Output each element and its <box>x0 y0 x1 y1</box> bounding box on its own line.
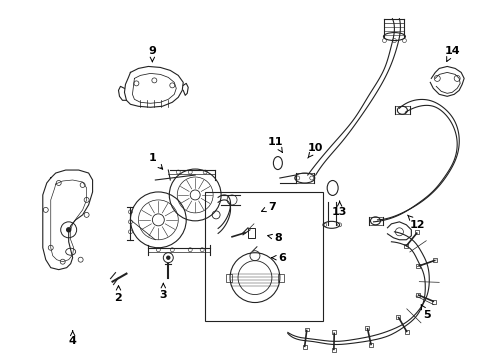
Bar <box>305 328 309 332</box>
Text: 5: 5 <box>421 305 431 320</box>
Bar <box>405 330 409 334</box>
Bar <box>396 315 400 319</box>
Bar <box>404 244 408 248</box>
Bar <box>416 230 419 234</box>
Bar <box>433 258 437 262</box>
Bar <box>416 293 420 297</box>
Bar <box>226 274 232 282</box>
Text: 9: 9 <box>148 45 156 62</box>
Bar <box>369 343 373 347</box>
Text: 7: 7 <box>262 202 276 212</box>
Circle shape <box>167 256 170 259</box>
Bar <box>205 192 323 321</box>
Circle shape <box>67 228 71 232</box>
Text: 8: 8 <box>268 233 282 243</box>
Text: 12: 12 <box>408 215 425 230</box>
Bar <box>416 264 420 268</box>
Text: 11: 11 <box>268 137 284 152</box>
Bar <box>432 300 436 304</box>
Bar <box>332 330 336 334</box>
Bar <box>278 274 284 282</box>
Bar <box>366 326 369 330</box>
Text: 14: 14 <box>444 45 460 62</box>
Bar <box>302 345 307 349</box>
Bar <box>332 348 336 352</box>
Text: 10: 10 <box>308 143 323 158</box>
Text: 1: 1 <box>148 153 163 169</box>
Text: 6: 6 <box>272 253 286 263</box>
Bar <box>248 228 255 238</box>
Text: 2: 2 <box>115 286 122 302</box>
Text: 4: 4 <box>69 331 76 346</box>
Text: 3: 3 <box>160 283 167 300</box>
Text: 13: 13 <box>332 201 347 217</box>
